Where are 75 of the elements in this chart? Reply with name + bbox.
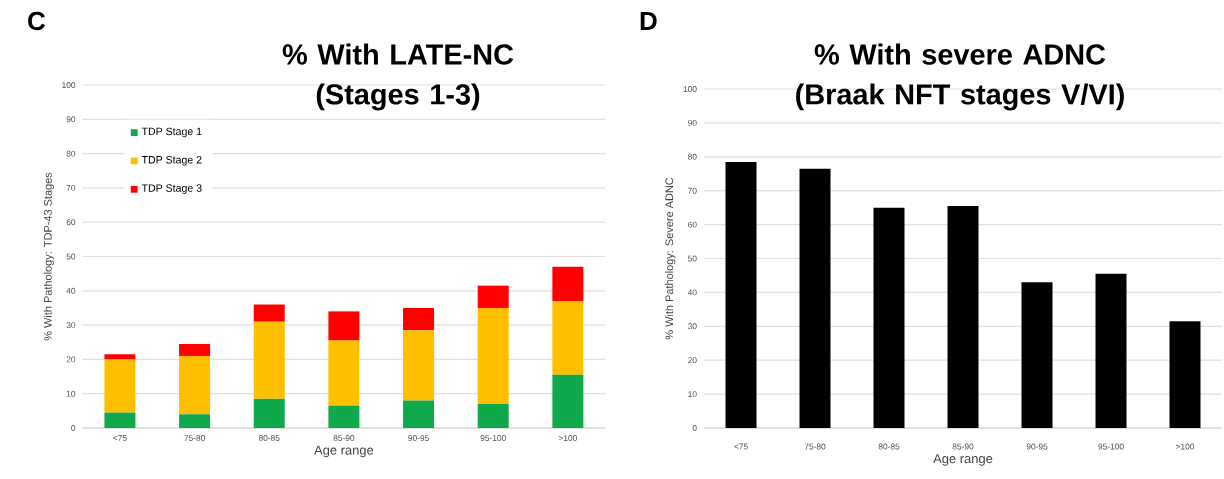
x-tick-label: 95-100 [480,435,506,441]
y-tick-label: 20 [66,356,76,363]
y-tick-label: 0 [692,425,697,431]
bar [552,374,584,428]
bar [253,398,285,428]
y-tick-label: 0 [71,425,76,431]
bar [179,343,211,356]
x-tick-label: 80-85 [258,435,280,441]
y-tick-label: 20 [688,357,697,364]
legend-label: TDP Stage 1 [141,127,202,138]
y-tick-label: 40 [687,289,697,296]
y-tick-label: 80 [66,150,76,157]
x-tick-label: >100 [558,435,577,441]
bar [725,161,757,428]
bar [253,321,285,399]
bar [104,359,136,413]
y-tick-label: 90 [66,116,76,123]
bar [477,403,509,428]
bar [104,412,136,428]
y-tick-label: 10 [688,391,697,398]
text: C [28,11,46,31]
x-tick-label: 90-95 [1026,443,1048,450]
y-tick-label: 50 [66,253,76,260]
y-tick-label: 70 [66,184,76,191]
bar [873,207,905,428]
x-tick-label: >100 [1175,443,1195,450]
y-tick-label: 10 [66,390,76,397]
x-tick-label: 75-80 [804,443,826,450]
x-tick-label: 90-95 [408,435,429,441]
y-axis-title: % With Pathology: TDP-43 Stages [43,172,54,341]
bar [947,205,979,428]
y-tick-label: 60 [66,219,76,226]
chart-title: % With severe ADNC (Braak NFT stages V/VI) [796,43,1124,111]
x-tick-label: 85-90 [333,435,355,441]
y-tick-label: 80 [688,153,697,160]
y-tick-label: 90 [688,119,697,126]
x-tick-label: <75 [734,443,748,450]
text: D [640,12,657,30]
bar [1021,282,1053,428]
legend-label: TDP Stage 3 [141,184,202,194]
x-tick-label: 80-85 [878,443,900,450]
y-tick-label: 30 [66,322,76,329]
bar [1169,321,1201,428]
bar [403,307,435,331]
x-tick-label: 75-80 [184,435,205,441]
bar [179,355,211,415]
x-tick-label: <75 [113,435,127,441]
bar [179,414,211,428]
bar [328,405,360,428]
bar [552,301,584,375]
x-tick-label: 85-90 [952,443,974,450]
y-tick-label: 70 [688,187,697,194]
y-tick-label: 30 [687,323,697,330]
bar [477,307,509,404]
bar [552,266,584,302]
bar [1095,273,1127,428]
bar [477,285,509,308]
y-tick-label: 40 [66,287,76,294]
y-tick-label: 50 [688,255,697,262]
bar [403,330,435,401]
x-tick-label: 95-100 [1098,443,1124,450]
legend-label: TDP Stage 2 [141,156,202,166]
y-axis-title: % With Pathology: Severe ADNC [665,177,676,340]
bar [799,168,831,428]
x-axis-title: Age range [933,454,993,466]
x-axis-title: Age range [314,445,374,458]
y-tick-label: 100 [683,86,697,92]
chart-title: % With LATE-NC (Stages 1-3) [282,43,514,111]
bar [253,304,285,322]
y-tick-label: 60 [688,221,697,228]
bar [104,354,136,360]
y-tick-label: 100 [62,82,76,88]
bar [328,311,360,341]
bar [328,340,360,406]
bar [403,400,435,428]
